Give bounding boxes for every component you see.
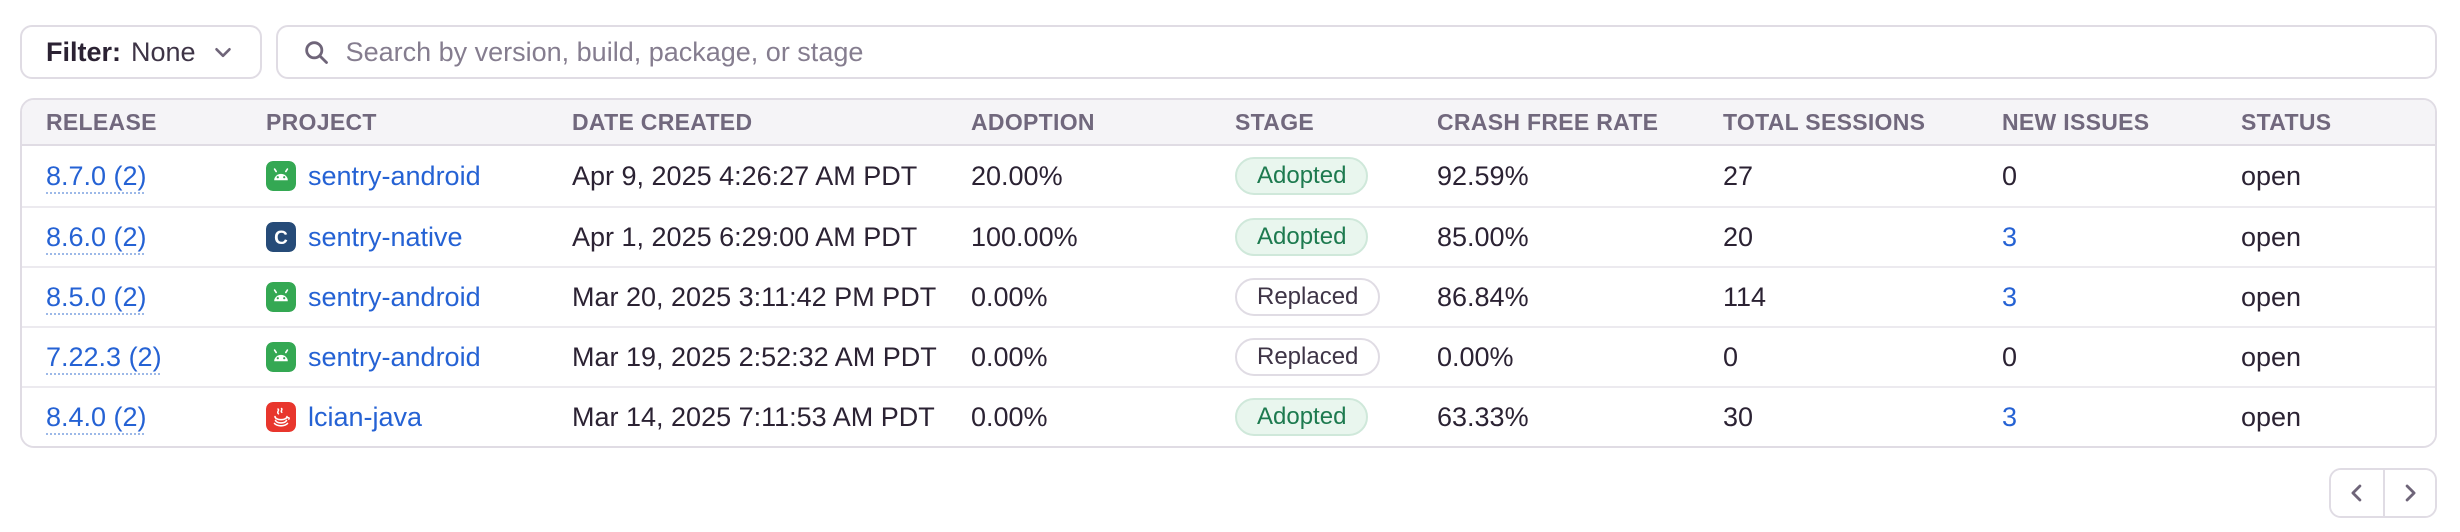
crash-free-rate-cell: 86.84% xyxy=(1437,281,1529,312)
table-header-row: RELEASE PROJECT DATE CREATED ADOPTION STAGE C… xyxy=(22,100,2435,146)
stage-badge: Adopted xyxy=(1235,398,1369,436)
new-issues-cell[interactable]: 3 xyxy=(2002,221,2018,252)
new-issues-cell: 0 xyxy=(2002,341,2018,372)
date-created-cell: Apr 1, 2025 6:29:00 AM PDT xyxy=(572,221,918,252)
date-created-cell: Mar 19, 2025 2:52:32 AM PDT xyxy=(572,341,937,372)
release-version-link[interactable]: 8.6.0 (2) xyxy=(46,221,147,252)
android-icon xyxy=(266,161,296,191)
release-version-link[interactable]: 8.7.0 (2) xyxy=(46,160,147,191)
svg-text:C: C xyxy=(274,228,288,249)
column-header-new-issues: NEW ISSUES xyxy=(2002,108,2150,135)
project-link[interactable]: sentry-android xyxy=(308,341,481,372)
filter-dropdown-button[interactable]: Filter: None xyxy=(20,25,262,79)
adoption-cell: 100.00% xyxy=(971,221,1078,252)
status-cell: open xyxy=(2241,160,2302,191)
next-page-button[interactable] xyxy=(2383,470,2435,516)
stage-badge: Replaced xyxy=(1235,338,1381,376)
project-link[interactable]: sentry-native xyxy=(308,221,463,252)
search-icon xyxy=(304,41,328,64)
total-sessions-cell: 0 xyxy=(1723,341,1739,372)
stage-badge: Adopted xyxy=(1235,218,1369,256)
column-header-date-created: DATE CREATED xyxy=(572,108,753,135)
new-issues-cell[interactable]: 3 xyxy=(2002,281,2018,312)
pagination xyxy=(2329,468,2437,518)
platform-icon-slot xyxy=(266,342,296,372)
column-header-project: PROJECT xyxy=(266,108,377,135)
total-sessions-cell: 27 xyxy=(1723,160,1754,191)
new-issues-cell[interactable]: 3 xyxy=(2002,401,2018,432)
crash-free-rate-cell: 85.00% xyxy=(1437,221,1529,252)
table-row: 8.6.0 (2) C sentry-native Apr 1, 2025 6:… xyxy=(22,206,2435,266)
table-row: 8.5.0 (2) sentry-android Mar 20, 2025 3:… xyxy=(22,266,2435,326)
date-created-cell: Apr 9, 2025 4:26:27 AM PDT xyxy=(572,160,918,191)
android-icon xyxy=(266,282,296,312)
status-cell: open xyxy=(2241,281,2302,312)
adoption-cell: 0.00% xyxy=(971,281,1048,312)
adoption-cell: 0.00% xyxy=(971,341,1048,372)
release-version-link[interactable]: 8.4.0 (2) xyxy=(46,401,147,432)
total-sessions-cell: 114 xyxy=(1723,281,1767,312)
column-header-status: STATUS xyxy=(2241,108,2332,135)
date-created-cell: Mar 14, 2025 7:11:53 AM PDT xyxy=(572,401,935,432)
platform-icon-slot: C xyxy=(266,222,296,252)
chevron-right-icon xyxy=(2405,484,2416,502)
release-version-link[interactable]: 7.22.3 (2) xyxy=(46,341,162,372)
table-row: 8.4.0 (2) lcian-java Mar 14, 2025 7:11:5… xyxy=(22,386,2435,446)
search-input[interactable] xyxy=(345,36,2411,68)
release-version-link[interactable]: 8.5.0 (2) xyxy=(46,281,147,312)
column-header-stage: STAGE xyxy=(1235,108,1315,135)
status-cell: open xyxy=(2241,341,2302,372)
releases-page: Filter: None RELEASE PROJECT DATE CREATED A… xyxy=(20,25,2437,518)
table-body: 8.7.0 (2) sentry-android Apr 9, 2025 4:2… xyxy=(22,146,2435,446)
adoption-cell: 20.00% xyxy=(971,160,1063,191)
chevron-left-icon xyxy=(2351,484,2362,502)
filter-label: Filter: xyxy=(46,36,122,67)
pagination-area xyxy=(20,468,2437,518)
total-sessions-cell: 20 xyxy=(1723,221,1754,252)
previous-page-button[interactable] xyxy=(2331,470,2383,516)
adoption-cell: 0.00% xyxy=(971,401,1048,432)
column-header-adoption: ADOPTION xyxy=(971,108,1095,135)
total-sessions-cell: 30 xyxy=(1723,401,1754,432)
c-language-icon: C xyxy=(266,222,296,252)
project-link[interactable]: sentry-android xyxy=(308,281,481,312)
chevron-down-icon xyxy=(214,47,231,58)
date-created-cell: Mar 20, 2025 3:11:42 PM PDT xyxy=(572,281,937,312)
column-header-release: RELEASE xyxy=(46,108,157,135)
android-icon xyxy=(266,342,296,372)
search-bar xyxy=(275,25,2437,79)
column-header-crash-free-rate: CRASH FREE RATE xyxy=(1437,108,1659,135)
table-row: 8.7.0 (2) sentry-android Apr 9, 2025 4:2… xyxy=(22,146,2435,206)
platform-icon-slot xyxy=(266,282,296,312)
stage-badge: Adopted xyxy=(1235,157,1369,195)
crash-free-rate-cell: 92.59% xyxy=(1437,160,1529,191)
filter-value: None xyxy=(131,36,196,67)
status-cell: open xyxy=(2241,221,2302,252)
platform-icon-slot xyxy=(266,161,296,191)
crash-free-rate-cell: 0.00% xyxy=(1437,341,1514,372)
project-link[interactable]: sentry-android xyxy=(308,160,481,191)
column-header-total-sessions: TOTAL SESSIONS xyxy=(1723,108,1926,135)
project-link[interactable]: lcian-java xyxy=(308,401,423,432)
table-row: 7.22.3 (2) sentry-android Mar 19, 2025 2… xyxy=(22,326,2435,386)
releases-table: RELEASE PROJECT DATE CREATED ADOPTION STAGE C… xyxy=(20,98,2437,448)
crash-free-rate-cell: 63.33% xyxy=(1437,401,1529,432)
toolbar: Filter: None xyxy=(20,25,2437,79)
platform-icon-slot xyxy=(266,402,296,432)
status-cell: open xyxy=(2241,401,2302,432)
new-issues-cell: 0 xyxy=(2002,160,2018,191)
stage-badge: Replaced xyxy=(1235,278,1381,316)
java-icon xyxy=(266,402,296,432)
